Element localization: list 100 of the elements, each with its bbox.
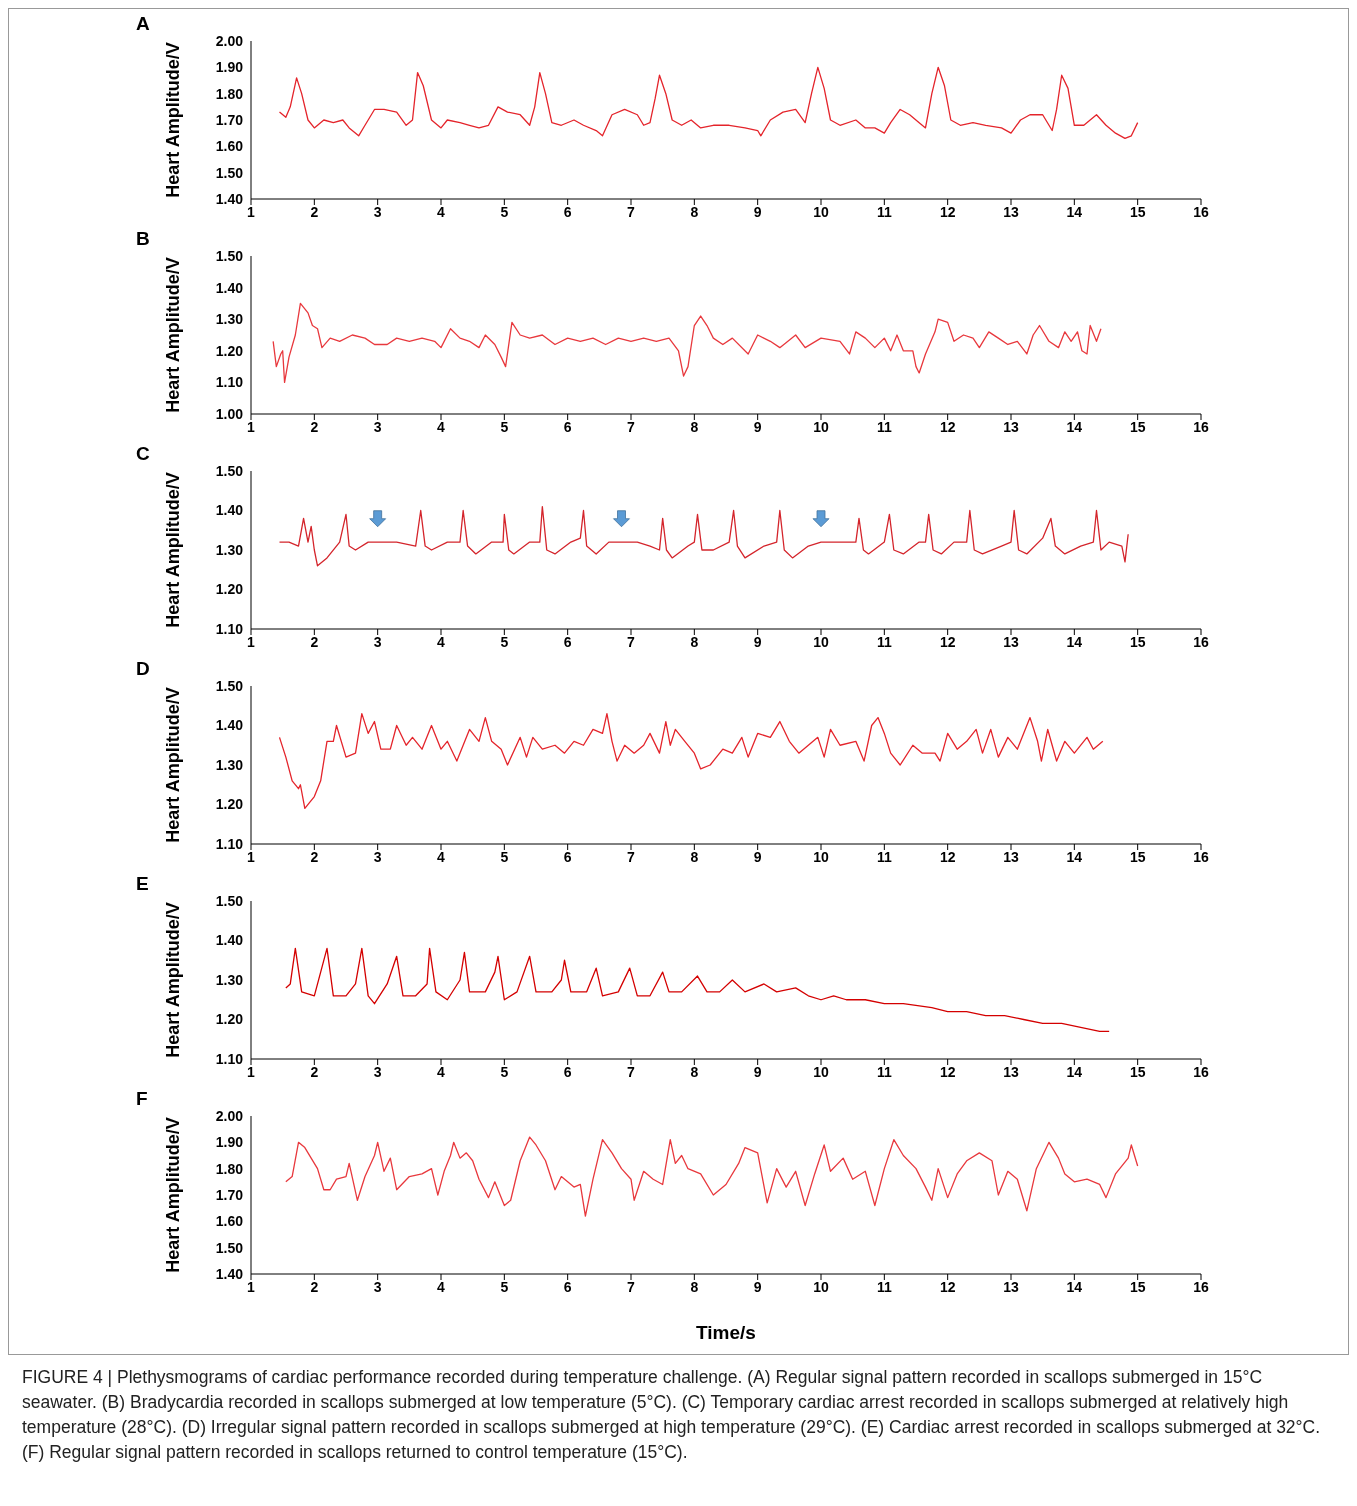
y-tick-label: 1.30	[215, 756, 244, 773]
y-axis-title: Heart Amplitude/V	[163, 472, 183, 628]
x-tick-label: 5	[500, 418, 509, 435]
chart-title: F	[136, 1088, 148, 1110]
x-tick-label: 6	[563, 203, 572, 220]
x-tick-label: 10	[813, 1278, 829, 1295]
x-tick-label: 12	[939, 1063, 956, 1080]
x-tick-label: 3	[373, 418, 382, 435]
chart-title: D	[136, 658, 150, 680]
x-tick-label: 15	[1129, 848, 1146, 865]
x-tick-label: 12	[939, 633, 956, 650]
y-axis-title: Heart Amplitude/V	[163, 257, 183, 413]
x-tick-label: 2	[310, 418, 319, 435]
x-tick-label: 15	[1129, 1278, 1146, 1295]
x-axis-title: Time/s	[696, 1322, 756, 1343]
x-tick-label: 12	[939, 418, 956, 435]
x-tick-label: 13	[1003, 1278, 1019, 1295]
y-tick-label: 1.50	[215, 247, 244, 264]
x-tick-label: 16	[1193, 418, 1209, 435]
x-tick-label: 1	[247, 1063, 256, 1080]
y-tick-label: 1.70	[215, 111, 244, 128]
x-tick-label: 10	[813, 418, 829, 435]
x-tick-label: 12	[939, 1278, 956, 1295]
x-tick-label: 7	[627, 848, 636, 865]
x-tick-label: 16	[1193, 203, 1209, 220]
x-tick-label: 3	[373, 848, 382, 865]
x-tick-label: 8	[690, 1063, 699, 1080]
x-tick-label: 5	[500, 848, 509, 865]
x-tick-label: 2	[310, 1278, 319, 1295]
x-tick-label: 11	[876, 418, 892, 435]
x-tick-label: 7	[627, 203, 636, 220]
x-tick-label: 9	[753, 633, 762, 650]
x-tick-label: 11	[876, 1063, 892, 1080]
x-tick-label: 9	[753, 203, 762, 220]
y-tick-label: 1.30	[215, 541, 244, 558]
y-tick-label: 1.20	[215, 1011, 244, 1028]
y-tick-label: 1.50	[215, 892, 244, 909]
y-tick-label: 2.00	[215, 1107, 244, 1124]
x-tick-label: 13	[1003, 418, 1019, 435]
x-tick-label: 10	[813, 1063, 829, 1080]
y-tick-label: 1.30	[215, 311, 244, 328]
x-tick-label: 11	[876, 1278, 892, 1295]
y-tick-label: 1.00	[215, 405, 244, 422]
line-series	[278, 713, 1104, 810]
caption: FIGURE 4 | Plethysmograms of cardiac performance recorded during temperature challenge. (A) Regular signal pattern recorded in scallops submerged in 15°C seawater. (B) Bradycardia recorded in scallops submerged at low temperature (5°C). (C) Temporary cardiac arrest recorded in scallops submerged at relatively high temperature (28°C). (D) Irregular signal pattern recorded in scallops submerged at high temperature (29°C). (E) Cardiac arrest recorded in scallops submerged at 32°C. (F) Regular signal pattern recorded in scallops returned to control temperature (15°C).	[21, 1366, 1322, 1464]
x-tick-label: 14	[1066, 633, 1083, 650]
y-tick-label: 1.70	[215, 1186, 244, 1203]
x-tick-label: 8	[690, 203, 699, 220]
x-tick-label: 3	[373, 1063, 382, 1080]
chart-title: B	[136, 228, 150, 250]
y-tick-label: 1.40	[215, 1265, 244, 1282]
x-tick-label: 6	[563, 633, 572, 650]
y-tick-label: 1.40	[215, 502, 244, 519]
x-tick-label: 2	[310, 1063, 319, 1080]
chart-title: E	[136, 873, 149, 895]
x-tick-label: 7	[627, 633, 636, 650]
y-axis-title: Heart Amplitude/V	[163, 687, 183, 843]
y-tick-label: 1.60	[215, 138, 244, 155]
x-tick-label: 1	[247, 1278, 256, 1295]
x-tick-label: 4	[437, 1278, 446, 1295]
x-tick-label: 16	[1193, 1278, 1209, 1295]
x-tick-label: 9	[753, 1063, 762, 1080]
x-tick-label: 7	[627, 418, 636, 435]
x-tick-label: 7	[627, 1063, 636, 1080]
x-tick-label: 10	[813, 203, 829, 220]
x-tick-label: 13	[1003, 633, 1019, 650]
line-series	[272, 302, 1102, 384]
y-axis-title: Heart Amplitude/V	[163, 42, 183, 198]
y-axis-title: Heart Amplitude/V	[163, 1117, 183, 1273]
y-tick-label: 1.10	[215, 620, 244, 637]
y-tick-label: 1.90	[215, 59, 244, 76]
x-tick-label: 8	[690, 1278, 699, 1295]
y-tick-label: 1.90	[215, 1134, 244, 1151]
x-tick-label: 9	[753, 1278, 762, 1295]
x-tick-label: 6	[563, 418, 572, 435]
y-tick-label: 1.20	[215, 796, 244, 813]
x-tick-label: 13	[1003, 203, 1019, 220]
x-tick-label: 1	[247, 848, 256, 865]
line-series	[285, 947, 1110, 1032]
x-tick-label: 3	[373, 203, 382, 220]
y-tick-label: 1.80	[215, 1160, 244, 1177]
x-tick-label: 8	[690, 848, 699, 865]
x-tick-label: 14	[1066, 1278, 1083, 1295]
x-tick-label: 10	[813, 633, 829, 650]
y-tick-label: 1.40	[215, 190, 244, 207]
x-tick-label: 12	[939, 203, 956, 220]
y-tick-label: 1.20	[215, 581, 244, 598]
x-tick-label: 4	[437, 203, 446, 220]
x-tick-label: 3	[373, 1278, 382, 1295]
x-tick-label: 6	[563, 1063, 572, 1080]
x-tick-label: 4	[437, 1063, 446, 1080]
y-tick-label: 1.40	[215, 932, 244, 949]
x-tick-label: 6	[563, 848, 572, 865]
y-tick-label: 1.10	[215, 374, 244, 391]
x-tick-label: 9	[753, 418, 762, 435]
x-tick-label: 14	[1066, 418, 1083, 435]
x-tick-label: 13	[1003, 1063, 1019, 1080]
y-tick-label: 1.40	[215, 279, 244, 296]
y-tick-label: 1.40	[215, 717, 244, 734]
x-tick-label: 4	[437, 633, 446, 650]
